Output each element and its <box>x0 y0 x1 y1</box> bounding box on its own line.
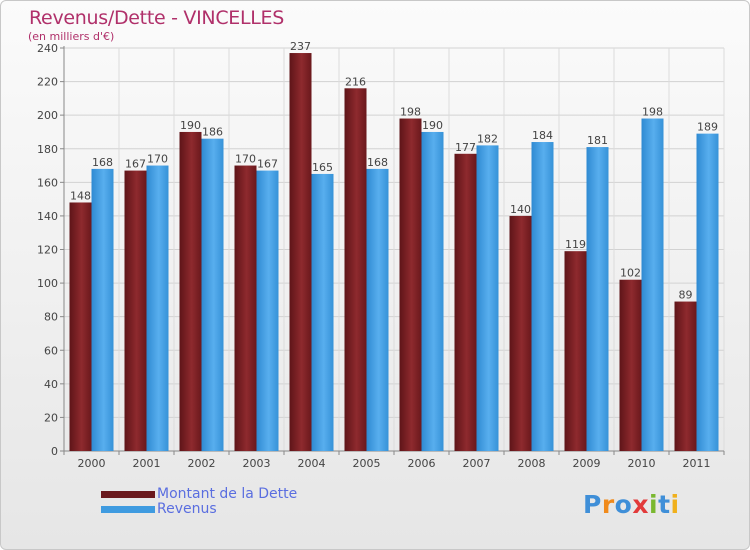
data-label: 170 <box>235 153 256 166</box>
bar-dette-2010 <box>619 279 642 451</box>
data-label: 198 <box>642 106 663 119</box>
data-label: 198 <box>400 106 421 119</box>
x-tick-label: 2010 <box>628 457 656 470</box>
data-label: 167 <box>257 158 278 171</box>
x-tick-label: 2006 <box>408 457 436 470</box>
data-label: 165 <box>312 161 333 174</box>
bar-revenus-2002 <box>201 138 224 452</box>
y-tick-label: 100 <box>37 277 58 290</box>
x-tick-label: 2001 <box>133 457 161 470</box>
legend-label-dette: Montant de la Dette <box>157 486 298 502</box>
bar-revenus-2001 <box>146 165 169 451</box>
data-label: 186 <box>202 126 223 139</box>
bar-revenus-2011 <box>696 133 719 451</box>
x-tick-label: 2011 <box>683 457 711 470</box>
bar-revenus-2003 <box>256 170 279 451</box>
logo-letter: r <box>601 490 615 519</box>
bar-revenus-2000 <box>91 168 114 451</box>
bar-dette-2005 <box>344 88 367 452</box>
logo-letter: t <box>658 490 671 519</box>
y-tick-label: 220 <box>37 76 58 89</box>
legend-item-dette: Montant de la Dette <box>101 486 297 502</box>
x-tick-label: 2003 <box>243 457 271 470</box>
bar-dette-2008 <box>509 215 532 451</box>
bar-revenus-2010 <box>641 118 664 452</box>
x-tick-label: 2004 <box>298 457 326 470</box>
y-tick-label: 80 <box>44 311 58 324</box>
x-tick-label: 2005 <box>353 457 381 470</box>
bar-revenus-2006 <box>421 131 444 452</box>
logo-letter: P <box>583 490 602 519</box>
y-tick-label: 240 <box>37 42 58 55</box>
data-label: 184 <box>532 129 553 142</box>
data-label: 177 <box>455 141 476 154</box>
bar-revenus-2009 <box>586 147 609 451</box>
data-label: 89 <box>679 289 693 302</box>
logo-letter: i <box>670 490 680 519</box>
data-label: 216 <box>345 75 366 88</box>
data-label: 148 <box>70 189 91 202</box>
data-label: 182 <box>477 132 498 145</box>
data-label: 190 <box>422 119 443 132</box>
y-tick-label: 40 <box>44 378 58 391</box>
x-tick-label: 2002 <box>188 457 216 470</box>
bar-dette-2004 <box>289 53 312 451</box>
data-label: 190 <box>180 119 201 132</box>
y-tick-label: 120 <box>37 244 58 257</box>
data-label: 167 <box>125 158 146 171</box>
legend-swatch-dette <box>101 490 155 498</box>
data-label: 102 <box>620 267 641 280</box>
legend-item-revenus: Revenus <box>101 501 217 517</box>
y-tick-label: 160 <box>37 176 58 189</box>
x-tick-label: 2008 <box>518 457 546 470</box>
bar-dette-2001 <box>124 170 147 451</box>
logo-letter: x <box>632 490 649 519</box>
chart-subtitle: (en milliers d'€) <box>28 30 115 43</box>
data-label: 140 <box>510 203 531 216</box>
bar-dette-2011 <box>674 301 697 451</box>
data-label: 170 <box>147 153 168 166</box>
x-tick-label: 2000 <box>78 457 106 470</box>
bar-dette-2006 <box>399 118 422 452</box>
y-tick-label: 20 <box>44 411 58 424</box>
y-tick-label: 140 <box>37 210 58 223</box>
bar-revenus-2004 <box>311 173 334 451</box>
bar-dette-2009 <box>564 251 587 451</box>
legend-swatch-revenus <box>101 505 155 513</box>
x-tick-label: 2007 <box>463 457 491 470</box>
bar-revenus-2007 <box>476 145 499 451</box>
bar-dette-2000 <box>69 202 92 451</box>
bar-revenus-2005 <box>366 168 389 451</box>
chart-title: Revenus/Dette - VINCELLES <box>29 7 285 29</box>
data-label: 181 <box>587 134 608 147</box>
y-tick-label: 60 <box>44 344 58 357</box>
data-label: 168 <box>92 156 113 169</box>
data-label: 119 <box>565 238 586 251</box>
gridlines <box>63 47 725 452</box>
bars <box>69 53 719 452</box>
axes: 0 20 40 60 80 100 120 140 160 180 200 220 240 2000 200… <box>37 42 725 470</box>
bar-dette-2007 <box>454 153 477 451</box>
data-label: 237 <box>290 40 311 53</box>
data-label: 189 <box>697 121 718 134</box>
bar-revenus-2008 <box>531 142 554 452</box>
y-tick-label: 200 <box>37 109 58 122</box>
logo-letter: o <box>614 490 633 519</box>
bar-dette-2003 <box>234 165 257 451</box>
y-tick-label: 0 <box>51 445 58 458</box>
bar-dette-2002 <box>179 131 202 452</box>
data-label: 168 <box>367 156 388 169</box>
logo-letter: i <box>649 490 659 519</box>
proxiti-logo: Proxiti <box>583 490 680 519</box>
legend-label-revenus: Revenus <box>157 501 217 517</box>
y-tick-label: 180 <box>37 143 58 156</box>
x-tick-label: 2009 <box>573 457 601 470</box>
